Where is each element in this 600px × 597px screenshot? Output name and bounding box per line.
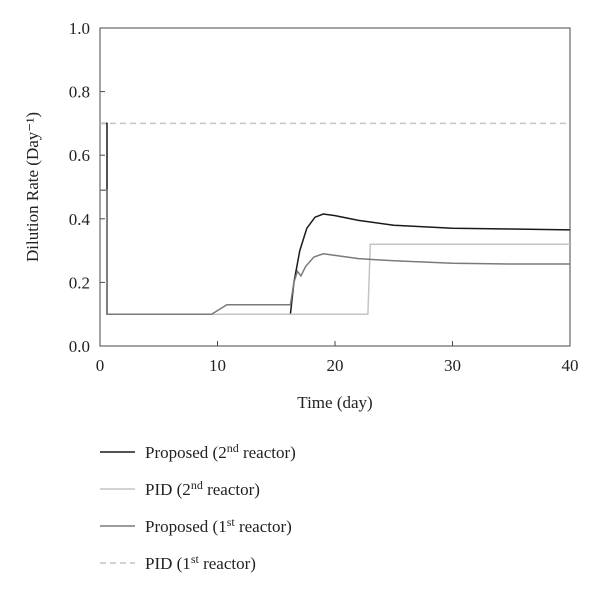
y-tick-label: 0.4: [69, 210, 91, 229]
series-line-2: [109, 243, 570, 315]
legend-item: PID (1st reactor): [100, 552, 256, 573]
x-axis: 0 10 20 30 40: [96, 341, 579, 375]
x-axis-title: Time (day): [297, 393, 372, 412]
y-tick-label: 0.6: [69, 146, 90, 165]
y-tick-label: 0.0: [69, 337, 90, 356]
y-tick-label: 0.8: [69, 83, 90, 102]
legend-label: Proposed (1st reactor): [145, 515, 292, 536]
y-axis: 0.0 0.2 0.4 0.6 0.8 1.0: [69, 19, 105, 356]
legend-item: PID (2nd reactor): [100, 478, 260, 499]
x-tick-label: 40: [562, 356, 579, 375]
legend: Proposed (2nd reactor) PID (2nd reactor) P…: [100, 441, 296, 573]
x-tick-label: 30: [444, 356, 461, 375]
x-tick-label: 20: [327, 356, 344, 375]
y-axis-title: Dilution Rate (Day⁻¹): [23, 112, 42, 262]
x-tick-label: 0: [96, 356, 105, 375]
legend-item: Proposed (2nd reactor): [100, 441, 296, 462]
series-line-1: [100, 122, 571, 315]
series-line-3: [100, 189, 570, 315]
legend-item: Proposed (1st reactor): [100, 515, 292, 536]
series-lines: [100, 122, 571, 315]
x-tick-label: 10: [209, 356, 226, 375]
legend-label: PID (2nd reactor): [145, 478, 260, 499]
plot-frame: [99, 27, 571, 347]
y-tick-label: 1.0: [69, 19, 90, 38]
y-tick-label: 0.2: [69, 273, 90, 292]
legend-label: PID (1st reactor): [145, 552, 256, 573]
legend-label: Proposed (2nd reactor): [145, 441, 296, 462]
